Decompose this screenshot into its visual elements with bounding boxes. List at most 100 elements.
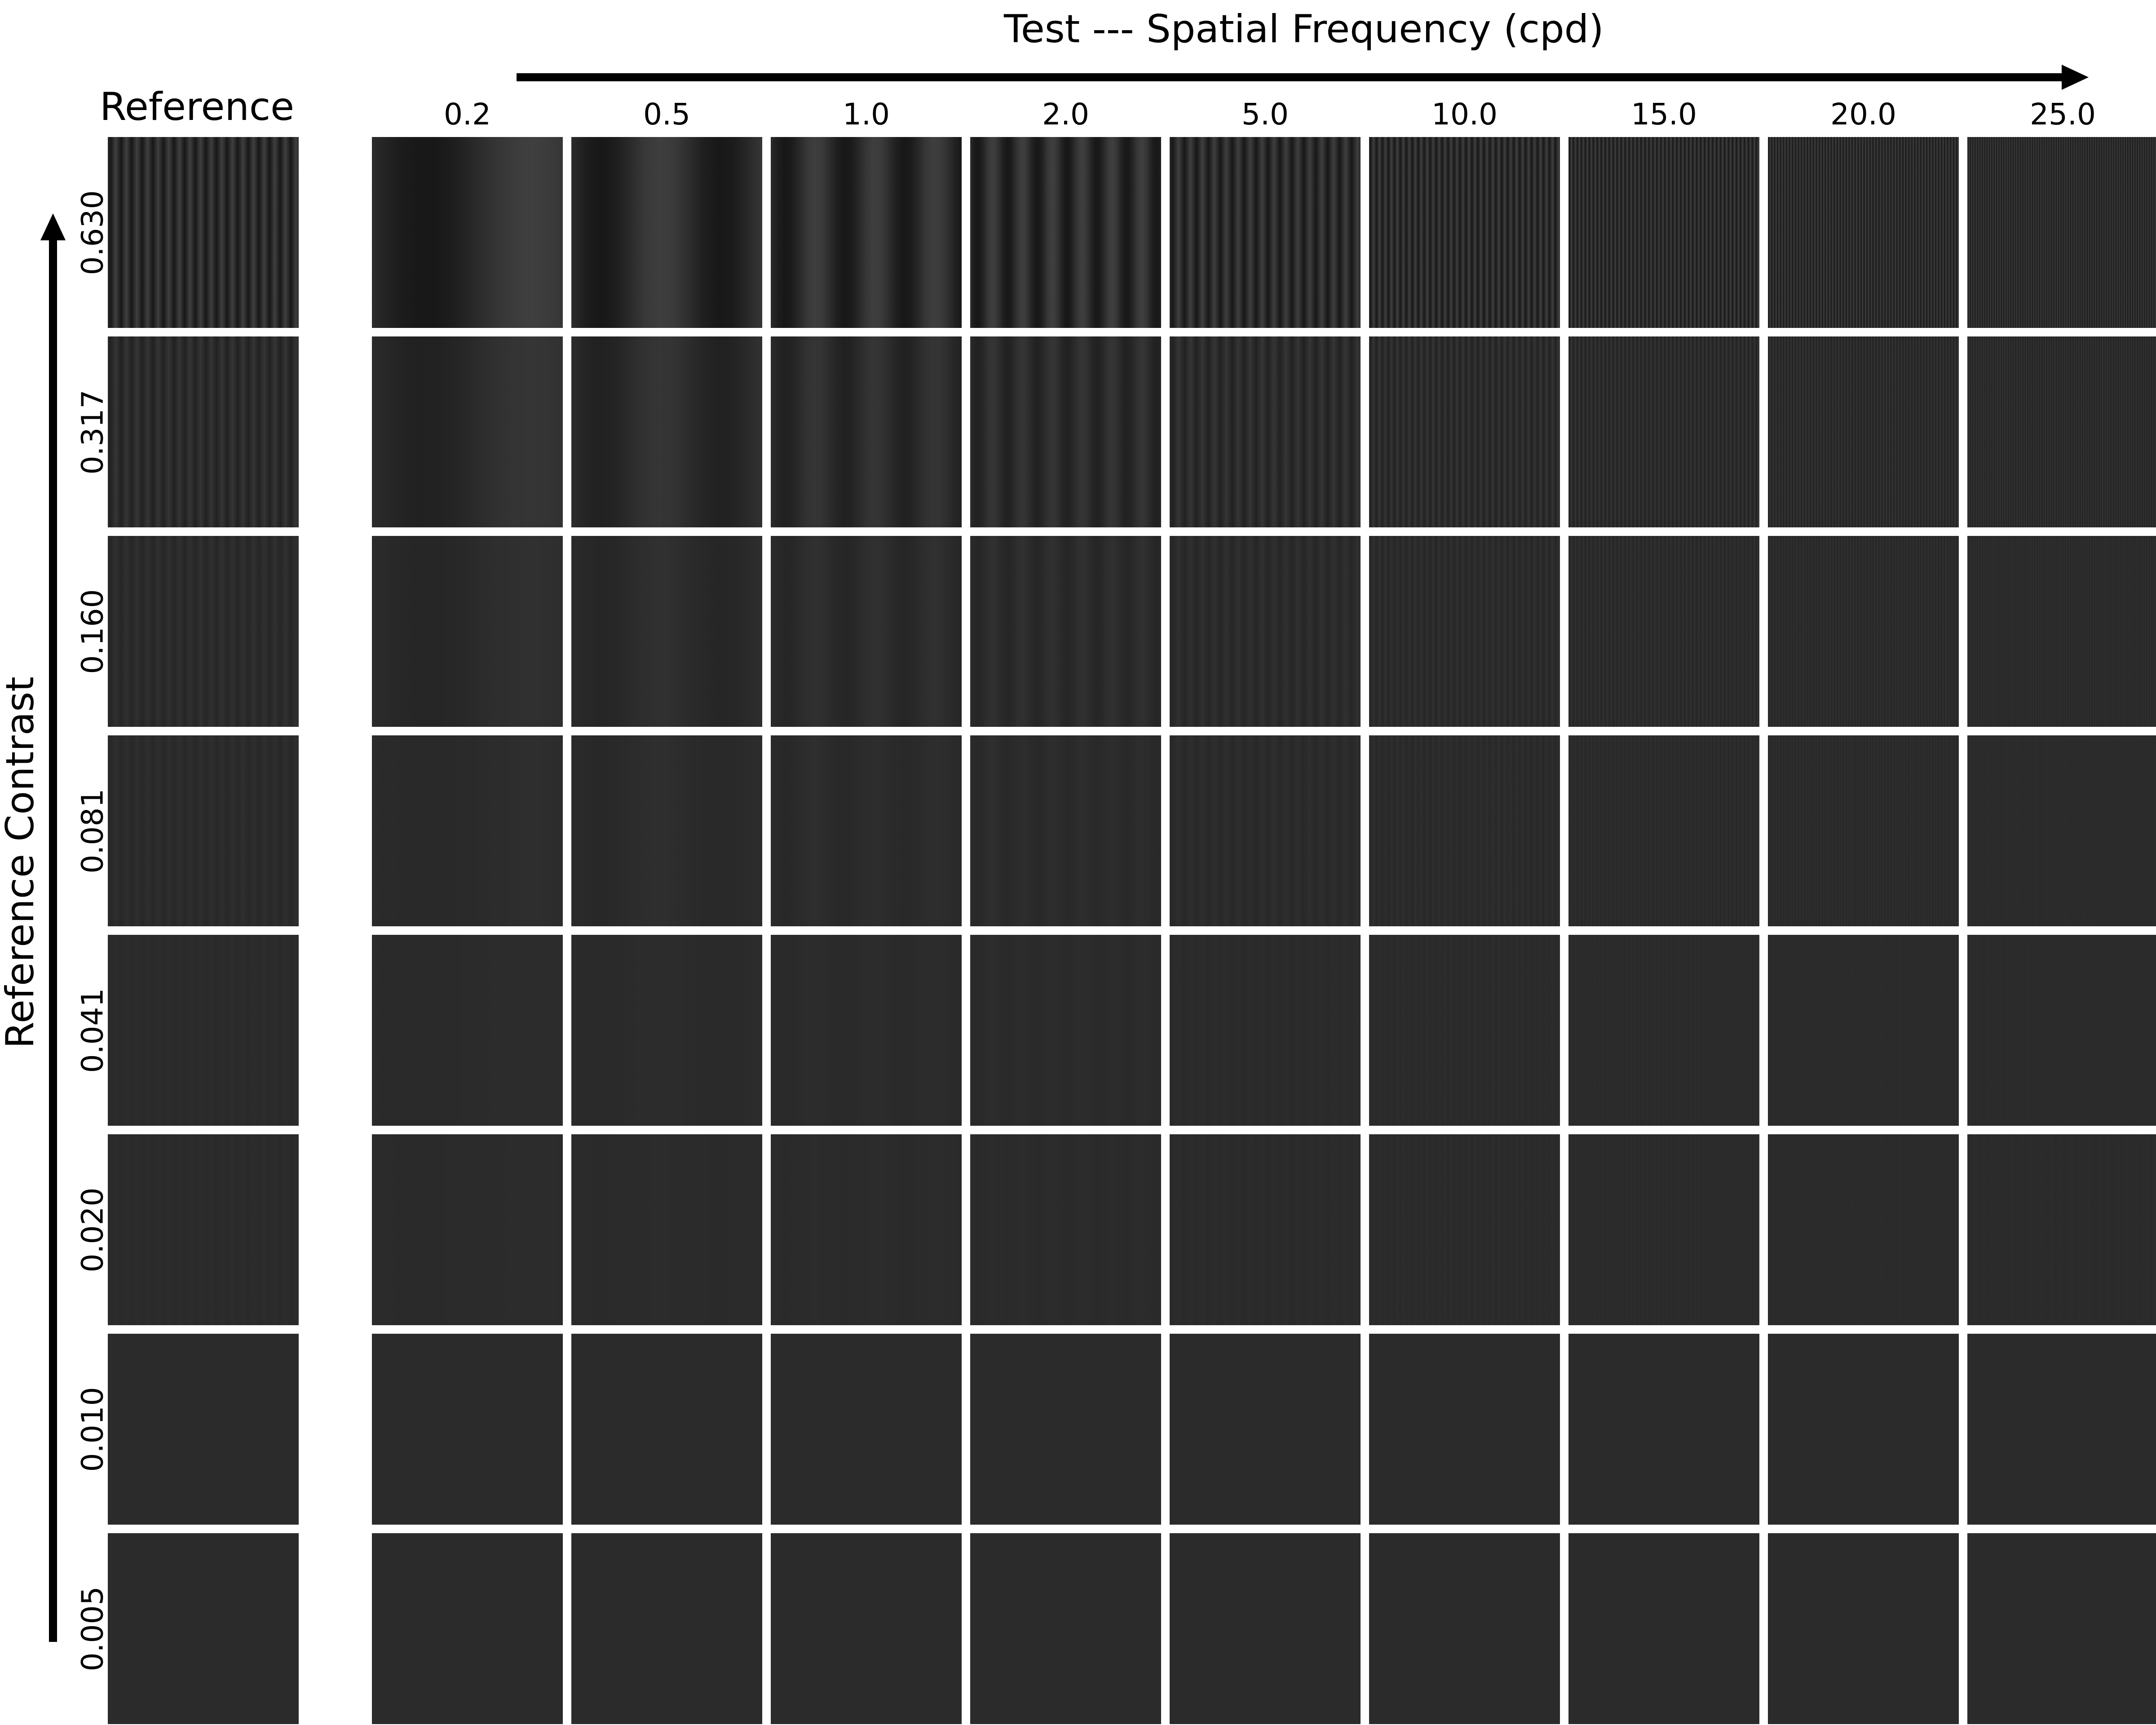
test-grating [1170,735,1361,926]
test-grating [1967,1134,2156,1325]
test-grating [771,536,962,727]
contrast-label: 0.005 [75,1586,110,1671]
contrast-label: 0.010 [75,1387,110,1472]
test-grating [970,1134,1161,1325]
frequency-label: 5.0 [1241,97,1289,132]
test-grating [372,735,563,926]
reference-grating [108,935,299,1126]
test-grating [1170,935,1361,1126]
test-grating [1768,1334,1959,1525]
test-grating [372,1334,563,1525]
test-grating [1768,735,1959,926]
test-grating [1967,735,2156,926]
test-grating [372,1533,563,1724]
test-grating [1170,336,1361,527]
frequency-label: 15.0 [1631,97,1697,132]
test-grating [571,735,762,926]
test-grating [1568,336,1759,527]
test-grating [1568,536,1759,727]
test-grating [372,137,563,328]
test-grating [571,336,762,527]
frequency-label: 0.2 [444,97,491,132]
frequency-label: 10.0 [1431,97,1498,132]
test-grating [372,1134,563,1325]
test-grating [1768,1533,1959,1724]
test-grating [372,336,563,527]
test-grating [771,1533,962,1724]
test-grating [1369,1334,1560,1525]
test-grating [1967,536,2156,727]
test-grating [571,1533,762,1724]
reference-grating [108,536,299,727]
test-grating [1568,1533,1759,1724]
frequency-label: 1.0 [843,97,890,132]
reference-grating [108,137,299,328]
test-grating [1967,1533,2156,1724]
contrast-label: 0.081 [75,788,110,873]
test-grating [1967,1334,2156,1525]
frequency-axis-title: Test --- Spatial Frequency (cpd) [1004,7,1604,52]
test-grating [571,1134,762,1325]
contrast-axis-title: Reference Contrast [0,677,43,1048]
test-grating [1568,137,1759,328]
test-grating [1369,137,1560,328]
frequency-label: 2.0 [1042,97,1089,132]
frequency-label: 20.0 [1830,97,1896,132]
test-grating [771,336,962,527]
test-grating [771,1134,962,1325]
test-grating [771,735,962,926]
contrast-label: 0.041 [75,988,110,1073]
test-grating [1768,336,1959,527]
test-grating [1568,1334,1759,1525]
test-grating [1768,536,1959,727]
test-grating [771,137,962,328]
test-grating [970,935,1161,1126]
test-grating [1568,735,1759,926]
contrast-arrow-line [49,234,57,1642]
test-grating [771,935,962,1126]
reference-grating [108,735,299,926]
contrast-label: 0.630 [75,190,110,275]
test-grating [372,935,563,1126]
test-grating [1170,1533,1361,1724]
reference-grating [108,1533,299,1724]
frequency-arrow-head [2062,65,2089,90]
test-grating [372,536,563,727]
test-grating [1967,935,2156,1126]
reference-column-title: Reference [100,84,295,129]
test-grating [1369,1533,1560,1724]
reference-grating [108,1334,299,1525]
contrast-label: 0.160 [75,589,110,674]
frequency-label: 0.5 [643,97,690,132]
test-grating [970,137,1161,328]
test-grating [571,935,762,1126]
test-grating [571,137,762,328]
test-grating [1369,735,1560,926]
test-grating [970,1334,1161,1525]
test-grating [1369,336,1560,527]
test-grating [1568,935,1759,1126]
test-grating [571,1334,762,1525]
test-grating [771,1334,962,1525]
test-grating [1768,137,1959,328]
test-grating [571,536,762,727]
reference-grating [108,336,299,527]
test-grating [1967,336,2156,527]
reference-grating [108,1134,299,1325]
test-grating [1568,1134,1759,1325]
test-grating [970,1533,1161,1724]
frequency-label: 25.0 [2030,97,2096,132]
contrast-arrow-head [40,213,66,240]
test-grating [1170,1334,1361,1525]
test-grating [1369,1134,1560,1325]
test-grating [1369,536,1560,727]
test-grating [1170,1134,1361,1325]
test-grating [1768,1134,1959,1325]
test-grating [1170,137,1361,328]
frequency-arrow-line [517,73,2066,81]
test-grating [970,735,1161,926]
contrast-label: 0.317 [75,389,110,474]
test-grating [1768,935,1959,1126]
contrast-label: 0.020 [75,1187,110,1272]
